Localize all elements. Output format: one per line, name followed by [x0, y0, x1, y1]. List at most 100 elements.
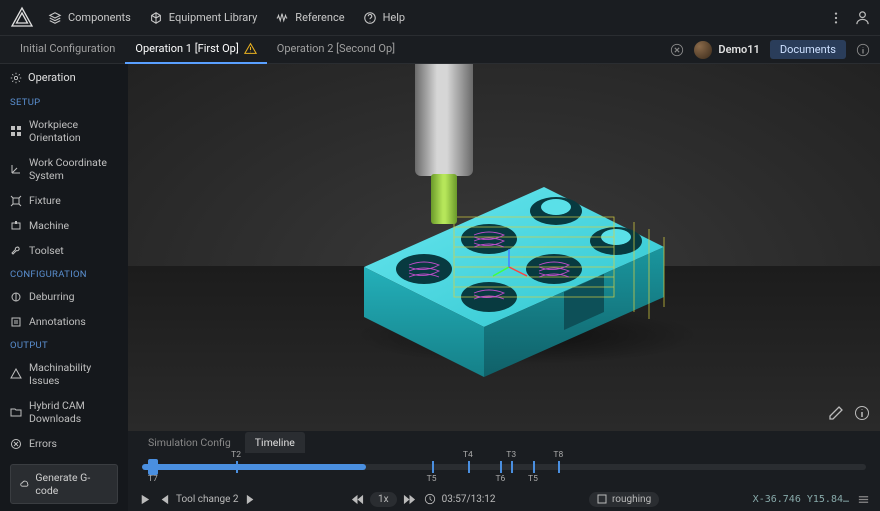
- tab-initial-label: Initial Configuration: [20, 42, 115, 55]
- cutting-tool: [415, 64, 473, 224]
- sidebar-label: Annotations: [29, 315, 86, 328]
- account-icon[interactable]: [855, 10, 870, 25]
- tab-op2-label: Operation 2 [Second Op]: [277, 42, 395, 55]
- btab-sim-label: Simulation Config: [148, 436, 231, 449]
- sidebar-item-wcs[interactable]: Work Coordinate System: [0, 150, 128, 188]
- user-chip[interactable]: Demo11: [694, 41, 759, 59]
- speed-chip[interactable]: 1x: [370, 492, 397, 507]
- coords-readout: X-36.746 Y15.84…: [753, 494, 849, 505]
- tab-op1[interactable]: Operation 1 [First Op]: [125, 36, 266, 64]
- sidebar-item-errors[interactable]: Errors: [0, 431, 128, 456]
- sidebar-item-fixture[interactable]: Fixture: [0, 188, 128, 213]
- cloud-icon: [19, 479, 29, 490]
- tab-initial[interactable]: Initial Configuration: [10, 36, 125, 64]
- nav-help-label: Help: [383, 11, 406, 24]
- edit-icon[interactable]: [828, 405, 844, 421]
- workpiece: [304, 157, 704, 397]
- nav-help[interactable]: Help: [363, 11, 406, 25]
- menu-icon[interactable]: [857, 493, 870, 506]
- sidebar-item-hybrid[interactable]: Hybrid CAM Downloads: [0, 393, 128, 431]
- sidebar-title: Operation: [28, 71, 76, 84]
- cube-icon: [149, 11, 163, 25]
- time-label: 03:57/13:12: [442, 494, 496, 505]
- help-icon: [363, 11, 377, 25]
- viewport[interactable]: Simulation Config Timeline T7T2T5T4T6T3T…: [128, 64, 880, 511]
- timeline-marker-label: T5: [528, 474, 538, 484]
- sidebar-label: Machine: [29, 219, 69, 232]
- nav-reference[interactable]: Reference: [275, 11, 344, 25]
- axes-icon: [10, 163, 22, 175]
- section-config: CONFIGURATION: [0, 263, 128, 284]
- nav-equipment[interactable]: Equipment Library: [149, 11, 258, 25]
- step-icon: [597, 494, 607, 504]
- info-icon[interactable]: [856, 43, 870, 57]
- sidebar-header: Operation: [0, 64, 128, 91]
- info-icon[interactable]: [854, 405, 870, 421]
- timeline-marker[interactable]: [432, 461, 434, 473]
- wrench-icon: [10, 245, 22, 257]
- nav-reference-label: Reference: [295, 11, 344, 24]
- timeline-marker[interactable]: [533, 461, 535, 473]
- timeline-marker[interactable]: [511, 461, 513, 473]
- tab-simulation-config[interactable]: Simulation Config: [138, 432, 241, 453]
- clamp-icon: [10, 195, 22, 207]
- section-output: OUTPUT: [0, 334, 128, 355]
- machine-icon: [10, 220, 22, 232]
- gear-icon: [10, 72, 22, 84]
- alert-icon: [10, 368, 22, 380]
- sidebar-label: Deburring: [29, 290, 75, 303]
- timeline-marker[interactable]: [500, 461, 502, 473]
- tab-op2[interactable]: Operation 2 [Second Op]: [267, 36, 405, 64]
- sidebar-item-deburring[interactable]: Deburring: [0, 284, 128, 309]
- sidebar-item-annotations[interactable]: Annotations: [0, 309, 128, 334]
- speed-label: 1x: [378, 494, 389, 505]
- tab-op1-label: Operation 1 [First Op]: [135, 42, 238, 55]
- note-icon: [10, 316, 22, 328]
- play-icon[interactable]: [138, 493, 151, 506]
- fastforward-icon[interactable]: [403, 493, 416, 506]
- more-icon[interactable]: [829, 11, 843, 25]
- sidebar-item-toolset[interactable]: Toolset: [0, 238, 128, 263]
- toolchange-label: Tool change 2: [176, 494, 239, 505]
- avatar: [694, 41, 712, 59]
- skip-back-icon[interactable]: [157, 493, 170, 506]
- app-logo: [10, 6, 34, 30]
- rewind-icon[interactable]: [351, 493, 364, 506]
- timeline-marker[interactable]: [468, 461, 470, 473]
- section-setup: SETUP: [0, 91, 128, 112]
- timeline-marker-label: T4: [463, 450, 473, 460]
- generate-gcode-button[interactable]: Generate G-code: [10, 464, 118, 504]
- sidebar-label: Work Coordinate System: [29, 156, 118, 182]
- layers-icon: [48, 11, 62, 25]
- operation-chip[interactable]: roughing: [589, 492, 659, 507]
- close-circle-icon[interactable]: [670, 43, 684, 57]
- operation-label: roughing: [612, 494, 651, 505]
- documents-button[interactable]: Documents: [770, 40, 846, 59]
- timeline-marker[interactable]: [558, 461, 560, 473]
- sidebar-item-machine[interactable]: Machine: [0, 213, 128, 238]
- warning-icon: [244, 42, 257, 55]
- timeline-marker[interactable]: [153, 461, 155, 473]
- nav-components[interactable]: Components: [48, 11, 131, 25]
- edge-icon: [10, 291, 22, 303]
- timeline-marker-label: T5: [427, 474, 437, 484]
- waveform-icon: [275, 11, 289, 25]
- sidebar-item-issues[interactable]: Machinability Issues: [0, 355, 128, 393]
- clock-icon: [424, 493, 436, 505]
- sidebar-label: Hybrid CAM Downloads: [29, 399, 118, 425]
- timeline-marker-label: T6: [495, 474, 505, 484]
- timeline[interactable]: T7T2T5T4T6T3T5T8: [128, 453, 880, 489]
- btab-timeline-label: Timeline: [255, 436, 295, 449]
- canvas-3d[interactable]: [128, 64, 880, 431]
- folder-icon: [10, 406, 22, 418]
- sidebar-item-wpo[interactable]: Workpiece Orientation: [0, 112, 128, 150]
- timeline-marker[interactable]: [236, 461, 238, 473]
- tab-timeline[interactable]: Timeline: [245, 432, 305, 453]
- sidebar-label: Workpiece Orientation: [29, 118, 118, 144]
- grid-icon: [10, 125, 22, 137]
- sidebar-label: Errors: [29, 437, 57, 450]
- timeline-marker-label: T3: [506, 450, 516, 460]
- skip-forward-icon[interactable]: [245, 493, 258, 506]
- timeline-marker-label: T7: [148, 474, 158, 484]
- sidebar-label: Machinability Issues: [29, 361, 118, 387]
